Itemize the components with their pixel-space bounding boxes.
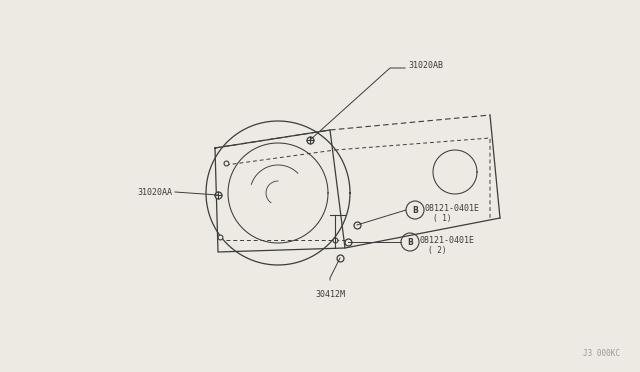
Text: ( 1): ( 1) [433, 214, 451, 222]
Text: J3 000KC: J3 000KC [583, 349, 620, 358]
Text: 31020AB: 31020AB [408, 61, 443, 70]
Text: ( 2): ( 2) [428, 246, 447, 254]
Text: B: B [412, 205, 418, 215]
Text: 31020AA: 31020AA [137, 187, 172, 196]
Text: 30412M: 30412M [315, 290, 345, 299]
Text: 08121-0401E: 08121-0401E [425, 203, 480, 212]
Text: 08121-0401E: 08121-0401E [420, 235, 475, 244]
Text: B: B [407, 237, 413, 247]
